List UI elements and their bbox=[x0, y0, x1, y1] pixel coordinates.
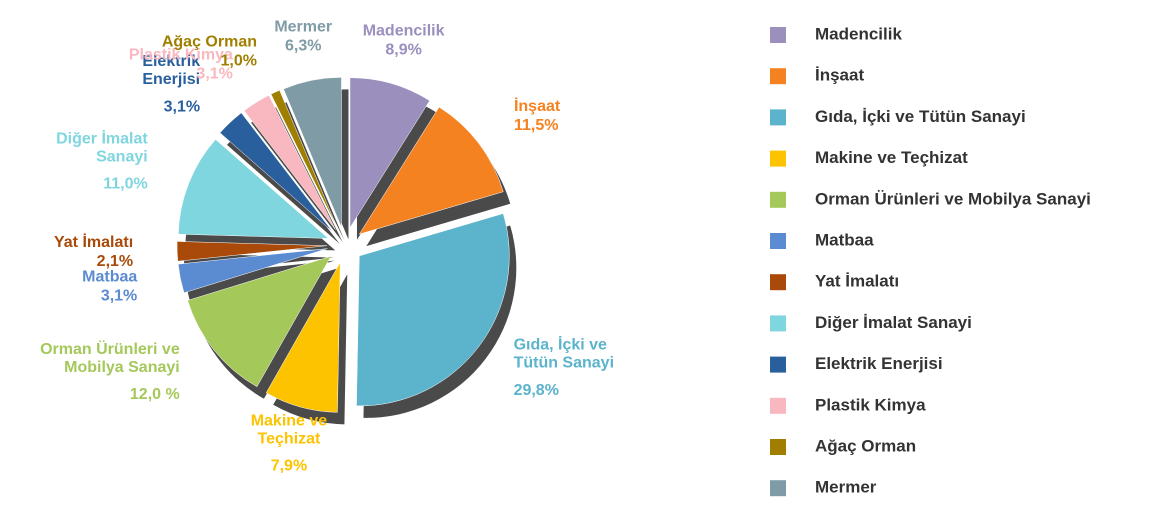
value-label: 3,1% bbox=[196, 65, 232, 82]
slice-label: Elektrik Enerjisi bbox=[142, 53, 200, 88]
legend-label: Ağaç Orman bbox=[815, 436, 916, 455]
slice bbox=[219, 112, 333, 233]
legend-label: Makine ve Teçhizat bbox=[815, 148, 968, 167]
legend-swatch bbox=[770, 68, 786, 85]
value-label: 7,9% bbox=[271, 458, 307, 475]
legend-label: Matbaa bbox=[815, 230, 874, 249]
value-label: 2,1% bbox=[97, 253, 133, 270]
slice-label: Mermer bbox=[274, 18, 332, 35]
slice-label: Makine ve Teçhizat bbox=[251, 413, 328, 448]
value-label: 3,1% bbox=[164, 98, 200, 115]
slice-label: Matbaa bbox=[82, 269, 137, 286]
legend-label: Diğer İmalat Sanayi bbox=[815, 313, 972, 332]
slice-label: İnşaat bbox=[514, 97, 561, 115]
value-label: 11,5% bbox=[514, 117, 558, 134]
legend-label: Madencilik bbox=[815, 24, 902, 43]
slice-label: Yat İmalatı bbox=[54, 233, 133, 251]
legend-swatch bbox=[770, 27, 786, 43]
legend-swatch bbox=[770, 109, 786, 126]
slice bbox=[283, 77, 342, 228]
value-label: 29,8% bbox=[514, 382, 559, 399]
legend-label: Mermer bbox=[815, 478, 877, 497]
legend-label: Elektrik Enerjisi bbox=[815, 354, 943, 373]
slice-label: Plastik Kimya bbox=[129, 46, 233, 63]
value-label: 11,0% bbox=[103, 176, 147, 193]
value-label: 12,0 % bbox=[130, 386, 180, 403]
value-label: 1,0% bbox=[221, 52, 257, 69]
slice-label: Ağaç Orman bbox=[162, 33, 257, 50]
value-label: 8,9% bbox=[385, 41, 421, 58]
legend-swatch bbox=[770, 480, 786, 497]
legend-label: İnşaat bbox=[815, 66, 864, 85]
legend-label: Gıda, İçki ve Tütün Sanayi bbox=[815, 107, 1026, 126]
slice bbox=[356, 213, 510, 407]
legend-swatch bbox=[770, 274, 786, 291]
slice bbox=[177, 248, 328, 294]
legend-swatch bbox=[770, 315, 786, 332]
slice-label: Orman Ürünleri ve Mobilya Sanayi bbox=[40, 339, 180, 376]
value-label: 6,3% bbox=[285, 37, 321, 54]
slice-label: Diğer İmalat Sanayi bbox=[56, 130, 148, 166]
legend-swatch bbox=[770, 233, 786, 249]
slice bbox=[187, 255, 332, 388]
legend-label: Orman Ürünleri ve Mobilya Sanayi bbox=[815, 189, 1091, 208]
legend-label: Yat İmalatı bbox=[815, 272, 899, 291]
slice bbox=[270, 89, 338, 229]
legend-swatch bbox=[770, 439, 786, 455]
slice bbox=[178, 139, 329, 239]
slice-label: Gıda, İçki ve Tütün Sanayi bbox=[514, 336, 614, 372]
legend-swatch bbox=[770, 356, 786, 373]
legend-swatch bbox=[770, 191, 786, 208]
legend-swatch bbox=[770, 150, 786, 167]
slice bbox=[176, 241, 328, 262]
slice bbox=[243, 94, 336, 230]
value-label: 3,1% bbox=[101, 288, 137, 305]
legend-swatch bbox=[770, 397, 786, 414]
slice bbox=[265, 262, 341, 413]
slice-label: Madencilik bbox=[363, 22, 445, 39]
slice bbox=[358, 106, 504, 235]
legend-label: Plastik Kimya bbox=[815, 395, 926, 414]
slice bbox=[349, 77, 431, 229]
